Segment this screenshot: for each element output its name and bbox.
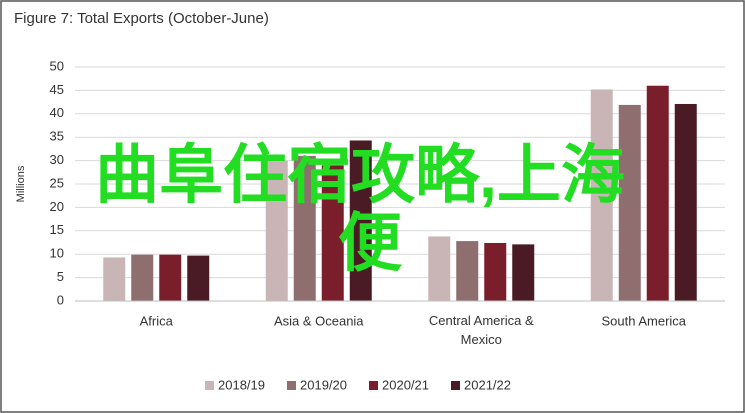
- y-tick-label: 40: [50, 105, 64, 120]
- x-tick-label: Central America & Mexico: [429, 313, 534, 347]
- legend-label: 2021/22: [464, 377, 511, 392]
- y-tick-label: 25: [50, 175, 64, 190]
- bar: [484, 242, 507, 301]
- legend-swatch: [287, 381, 296, 390]
- bar: [512, 244, 535, 301]
- bar: [187, 255, 210, 301]
- legend-label: 2018/19: [218, 377, 265, 392]
- bar: [159, 254, 182, 301]
- y-tick-label: 0: [57, 292, 64, 307]
- x-tick-label: Asia & Oceania: [274, 313, 364, 328]
- chart-title: Figure 7: Total Exports (October-June): [14, 10, 269, 27]
- y-tick-label: 20: [50, 199, 64, 214]
- y-tick-label: 35: [50, 129, 64, 144]
- bar: [131, 254, 154, 301]
- legend-swatch: [369, 381, 378, 390]
- legend-label: 2020/21: [382, 377, 429, 392]
- x-tick-label: Africa: [140, 313, 174, 328]
- bar: [293, 155, 316, 301]
- y-tick-label: 45: [50, 82, 64, 97]
- bar: [646, 85, 669, 301]
- legend-swatch: [451, 381, 460, 390]
- bar: [428, 236, 451, 301]
- bar: [456, 241, 479, 301]
- bar: [349, 140, 372, 301]
- overlay-text: 便: [338, 207, 403, 279]
- y-tick-label: 5: [57, 269, 64, 284]
- y-axis-label: Millions: [15, 165, 27, 202]
- legend-swatch: [205, 381, 214, 390]
- y-tick-label: 15: [50, 222, 64, 237]
- bar: [103, 257, 126, 301]
- y-tick-label: 10: [50, 246, 64, 261]
- bar: [265, 160, 288, 301]
- overlay-text: 曲阜住宿攻略,上海: [95, 139, 625, 211]
- bar: [590, 89, 613, 302]
- bar: [674, 103, 697, 301]
- legend-label: 2019/20: [300, 377, 347, 392]
- y-tick-label: 30: [50, 152, 64, 167]
- bar: [618, 104, 641, 302]
- bar: [321, 165, 344, 301]
- x-tick-label: South America: [601, 313, 686, 328]
- y-tick-label: 50: [50, 58, 64, 73]
